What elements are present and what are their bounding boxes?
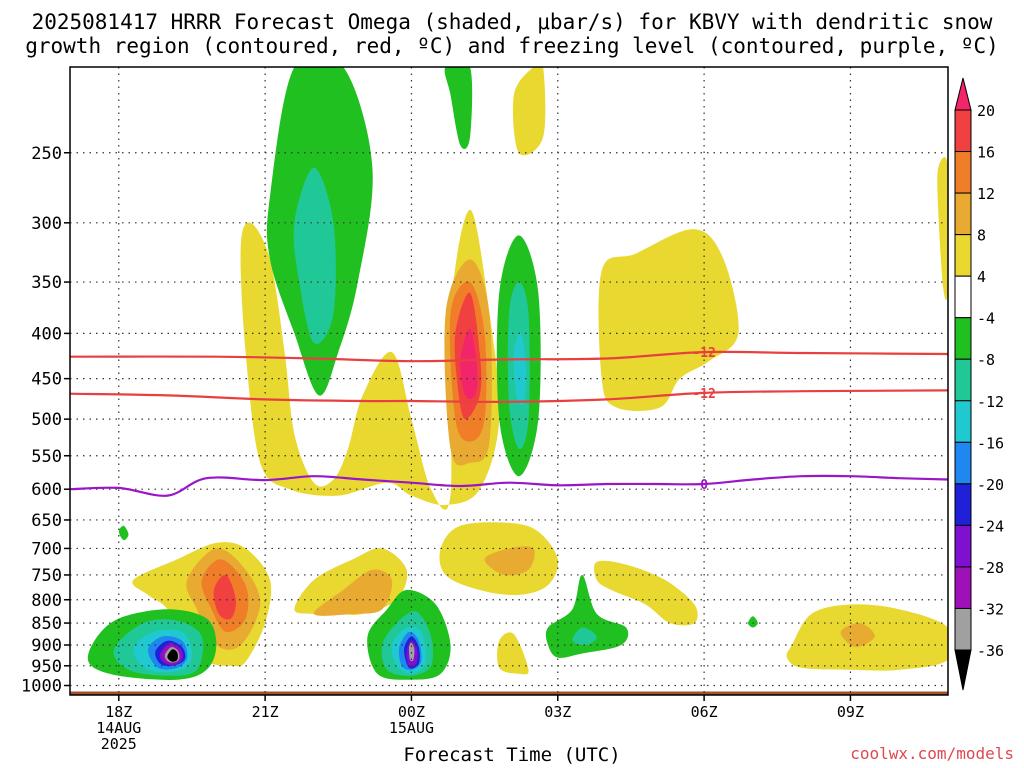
- y-tick-label-600: 600: [31, 480, 62, 500]
- omega-region-12: [313, 569, 393, 616]
- y-tick-label-950: 950: [31, 657, 62, 677]
- colorbar-swatch-4: [954, 234, 972, 277]
- y-tick-label-650: 650: [31, 511, 62, 531]
- x-tick-label-18-2: 2025: [101, 735, 137, 753]
- x-tick-label-30-0: 06Z: [691, 703, 718, 721]
- site-credit: coolwx.com/models: [850, 744, 1014, 763]
- contour-label-0: -12: [692, 346, 715, 361]
- omega-region-28: [293, 167, 336, 344]
- omega-region-33: [513, 332, 527, 406]
- colorbar-swatch-3: [954, 192, 972, 236]
- colorbar-label-8: -16: [977, 434, 1004, 452]
- omega-region-45: [167, 649, 178, 662]
- ground-fill: [70, 691, 948, 695]
- colorbar-label-13: -36: [977, 642, 1004, 660]
- colorbar-label-7: -12: [977, 393, 1004, 411]
- x-axis-label: Forecast Time (UTC): [403, 744, 621, 766]
- colorbar-swatch-13: [954, 607, 972, 651]
- color-scale-bar: 20 16 12 8 4 -4 -8 -12 -16 -20 -24 -28 -32 -36: [954, 77, 1004, 691]
- colorbar-label-6: -8: [977, 351, 995, 369]
- temperature-contours: -12 -12 0: [70, 346, 948, 497]
- contour-label-2: 0: [700, 478, 708, 493]
- x-tick-label-18-0: 18Z: [105, 703, 132, 721]
- y-tick-label-250: 250: [31, 144, 62, 164]
- colorbar-swatch-5: [954, 275, 972, 319]
- omega-region-3: [512, 67, 546, 156]
- x-tick-label-27-0: 03Z: [544, 703, 571, 721]
- x-tick-label-24-0: 00Z: [398, 703, 425, 721]
- x-tick-label-21-0: 21Z: [252, 703, 279, 721]
- colorbar-label-11: -28: [977, 559, 1004, 577]
- omega-region-2: [937, 157, 948, 300]
- y-tick-label-850: 850: [31, 614, 62, 634]
- omega-region-25: [545, 574, 629, 658]
- y-tick-label-450: 450: [31, 370, 62, 390]
- colorbar-swatch-1: [954, 109, 972, 153]
- grid-lines: [70, 67, 948, 695]
- omega-region-32: [572, 627, 597, 646]
- ground-band: [70, 691, 948, 695]
- colorbar-label-10: -24: [977, 517, 1004, 535]
- colorbar-swatch-2: [954, 151, 972, 194]
- colorbar-swatch-11: [954, 524, 972, 568]
- y-tick-label-400: 400: [31, 324, 62, 344]
- colorbar-swatch-6: [954, 317, 972, 360]
- y-tick-label-500: 500: [31, 410, 62, 430]
- omega-shaded-regions: [87, 67, 948, 680]
- y-tick-label-900: 900: [31, 636, 62, 656]
- omega-region-7: [593, 560, 698, 626]
- y-tick-label-800: 800: [31, 591, 62, 611]
- omega-region-13: [484, 546, 535, 576]
- chart-title-line-1: 2025081417 HRRR Forecast Omega (shaded, …: [31, 10, 993, 34]
- colorbar-label-2: 12: [977, 185, 995, 203]
- plot-frame: [69, 66, 949, 696]
- y-tick-label-550: 550: [31, 447, 62, 467]
- omega-region-26: [748, 616, 758, 628]
- x-tick-label-33-0: 09Z: [837, 703, 864, 721]
- colorbar-swatch-9: [954, 441, 972, 485]
- omega-region-14: [840, 623, 875, 648]
- y-axis: 2503003504004505005506006507007508008509…: [21, 144, 70, 697]
- contour-label-1: -12: [692, 387, 715, 402]
- y-tick-label-700: 700: [31, 539, 62, 559]
- y-tick-label-1000: 1000: [21, 677, 62, 697]
- chart-title-line-2: growth region (contoured, red, ºC) and f…: [25, 34, 999, 58]
- colorbar-top-arrow: [954, 77, 972, 111]
- omega-region-44: [408, 642, 415, 662]
- colorbar-swatch-7: [954, 358, 972, 402]
- colorbar-label-9: -20: [977, 476, 1004, 494]
- y-tick-label-350: 350: [31, 273, 62, 293]
- colorbar-label-3: 8: [977, 227, 986, 245]
- contour-line-2: [70, 474, 948, 497]
- colorbar-bottom-arrow: [954, 649, 972, 691]
- colorbar-label-4: 4: [977, 268, 986, 286]
- y-tick-label-300: 300: [31, 214, 62, 234]
- x-tick-label-24-1: 15AUG: [389, 719, 434, 737]
- omega-region-27: [118, 525, 129, 541]
- omega-region-19: [460, 328, 478, 400]
- contour-line-1: [70, 389, 948, 403]
- colorbar-swatch-8: [954, 400, 972, 443]
- colorbar-label-1: 16: [977, 144, 995, 162]
- contour-line-0: [70, 350, 948, 363]
- x-tick-label-18-1: 14AUG: [96, 719, 141, 737]
- omega-region-21: [444, 67, 473, 150]
- y-tick-label-750: 750: [31, 566, 62, 586]
- colorbar-label-5: -4: [977, 310, 995, 328]
- omega-region-18: [213, 574, 236, 620]
- colorbar-label-12: -32: [977, 600, 1004, 618]
- colorbar-swatch-10: [954, 483, 972, 526]
- colorbar-swatch-12: [954, 566, 972, 609]
- omega-region-1: [598, 229, 739, 411]
- omega-region-0: [240, 209, 500, 510]
- omega-region-9: [497, 632, 529, 675]
- colorbar-label-0: 20: [977, 102, 995, 120]
